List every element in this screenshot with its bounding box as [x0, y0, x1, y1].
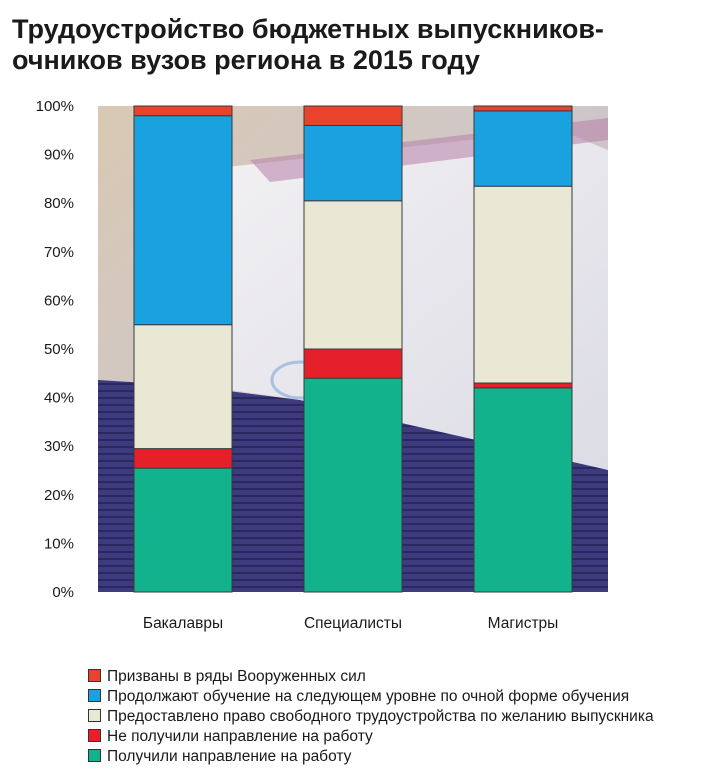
y-tick-label: 80%: [44, 195, 74, 212]
legend-label: Продолжают обучение на следующем уровне …: [107, 688, 630, 705]
bar-segment: [303, 377, 403, 593]
legend-item: Получили направление на работу: [88, 748, 351, 766]
bar-segment: [303, 105, 403, 126]
legend-swatch: [88, 729, 101, 743]
legend-item: Не получили направление на работу: [88, 728, 373, 746]
y-tick-label: 40%: [44, 390, 74, 407]
legend-label: Не получили направление на работу: [107, 728, 373, 745]
bar-segment: [133, 324, 233, 450]
bar-segment: [473, 185, 573, 384]
bar-segment: [133, 467, 233, 593]
bar-segment: [473, 382, 573, 389]
x-axis-labels: Бакалавры Специалисты Магистры: [143, 615, 558, 632]
y-tick-label: 0%: [52, 584, 74, 601]
legend-swatch: [88, 669, 101, 683]
bar-segment: [473, 105, 573, 112]
legend-label: Призваны в ряды Вооруженных сил: [107, 668, 366, 685]
y-tick-label: 50%: [44, 341, 74, 358]
bar-segment: [133, 448, 233, 469]
y-tick-label: 30%: [44, 438, 74, 455]
stacked-bar-chart: 0% 10% 20% 30% 40% 50% 60% 70% 80% 90% 100% Бакала…: [36, 98, 608, 632]
y-tick-label: 70%: [44, 244, 74, 261]
legend-swatch: [88, 749, 101, 763]
y-tick-label: 60%: [44, 292, 74, 309]
y-tick-label: 100%: [36, 98, 74, 115]
bar-segment: [303, 348, 403, 379]
legend-swatch: [88, 709, 101, 723]
legend-swatch: [88, 689, 101, 703]
bar-segment: [133, 115, 233, 326]
x-tick-label: Специалисты: [304, 615, 402, 632]
bars-group: [133, 105, 573, 593]
x-tick-label: Бакалавры: [143, 615, 223, 632]
chart-title-line-1: Трудоустройство бюджетных выпускников-: [12, 14, 604, 44]
bar-segment: [303, 124, 403, 202]
x-tick-label: Магистры: [488, 615, 559, 632]
legend-item: Продолжают обучение на следующем уровне …: [88, 688, 629, 706]
legend-item: Предоставлено право свободного трудоустр…: [88, 708, 654, 726]
bar-segment: [473, 110, 573, 187]
y-axis: 0% 10% 20% 30% 40% 50% 60% 70% 80% 90% 100%: [36, 98, 74, 601]
chart-title-line-2: очников вузов региона в 2015 году: [12, 45, 480, 75]
bar-segment: [303, 200, 403, 350]
y-tick-label: 20%: [44, 487, 74, 504]
bar-segment: [133, 105, 233, 117]
legend-label: Предоставлено право свободного трудоустр…: [107, 708, 654, 725]
y-tick-label: 90%: [44, 147, 74, 164]
legend-item: Призваны в ряды Вооруженных сил: [88, 668, 366, 686]
chart-title: Трудоустройство бюджетных выпускников- о…: [12, 14, 702, 76]
bar-segment: [473, 387, 573, 593]
legend-label: Получили направление на работу: [107, 748, 352, 765]
y-tick-label: 10%: [44, 535, 74, 552]
